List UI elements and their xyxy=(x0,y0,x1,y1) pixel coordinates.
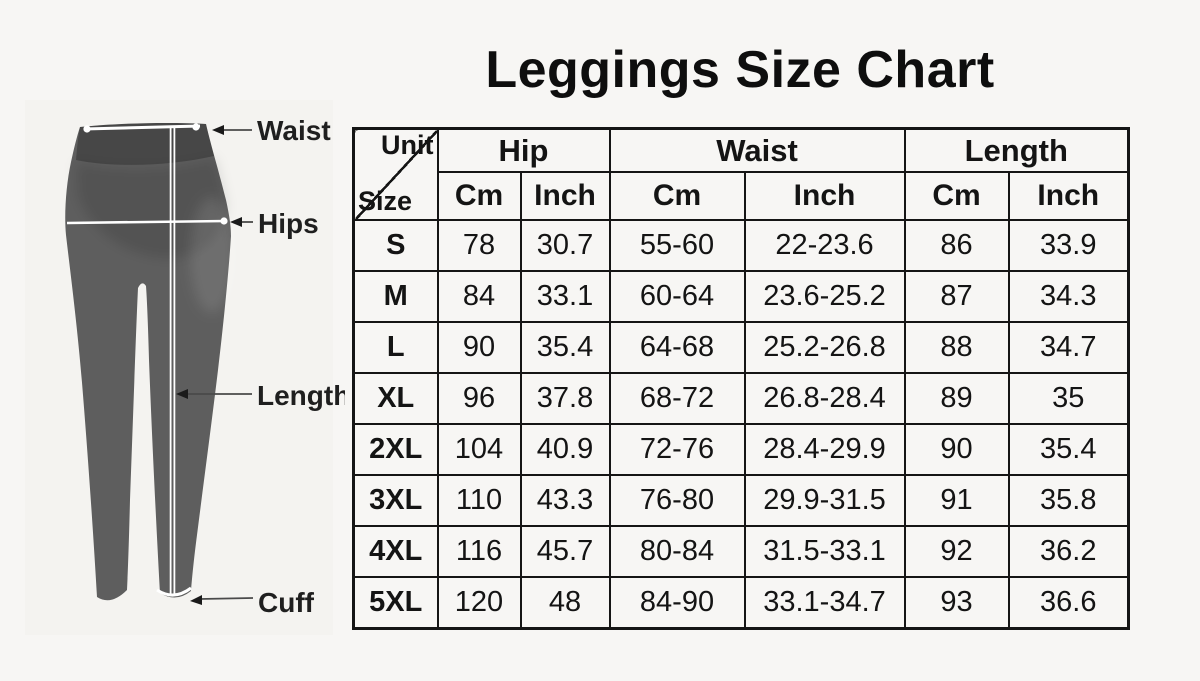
table-row: 3XL 110 43.3 76-80 29.9-31.5 91 35.8 xyxy=(352,474,1130,527)
value-cell: 25.2-26.8 xyxy=(743,321,906,374)
value-cell: 90 xyxy=(436,321,522,374)
cuff-arrow xyxy=(190,595,254,605)
table-row: 4XL 116 45.7 80-84 31.5-33.1 92 36.2 xyxy=(352,525,1130,578)
value-cell: 116 xyxy=(436,525,522,578)
col-group-hip: Hip xyxy=(436,127,611,173)
value-cell: 35.4 xyxy=(519,321,611,374)
size-cell: 3XL xyxy=(352,474,439,527)
col-group-waist: Waist xyxy=(608,127,906,173)
size-cell: XL xyxy=(352,372,439,425)
value-cell: 92 xyxy=(903,525,1010,578)
unit-header: Inch xyxy=(1007,171,1130,221)
waist-label: Waist xyxy=(257,115,331,146)
unit-header: Inch xyxy=(519,171,611,221)
value-cell: 34.7 xyxy=(1007,321,1130,374)
value-cell: 35.4 xyxy=(1007,423,1130,476)
corner-unit-label: Unit xyxy=(381,130,434,160)
value-cell: 37.8 xyxy=(519,372,611,425)
value-cell: 64-68 xyxy=(608,321,746,374)
hips-label: Hips xyxy=(258,208,319,239)
value-cell: 55-60 xyxy=(608,219,746,272)
value-cell: 30.7 xyxy=(519,219,611,272)
size-cell: M xyxy=(352,270,439,323)
length-label: Length xyxy=(257,380,345,411)
size-cell: 4XL xyxy=(352,525,439,578)
hips-arrow xyxy=(230,217,253,227)
value-cell: 93 xyxy=(903,576,1010,629)
value-cell: 76-80 xyxy=(608,474,746,527)
table-row: 5XL 120 48 84-90 33.1-34.7 93 36.6 xyxy=(352,576,1130,629)
table-row: XL 96 37.8 68-72 26.8-28.4 89 35 xyxy=(352,372,1130,425)
value-cell: 91 xyxy=(903,474,1010,527)
leggings-figure: Waist Hips Length Cuff xyxy=(25,100,345,635)
waist-arrow xyxy=(212,125,252,135)
unit-header: Cm xyxy=(436,171,522,221)
value-cell: 120 xyxy=(436,576,522,629)
value-cell: 29.9-31.5 xyxy=(743,474,906,527)
size-cell: 5XL xyxy=(352,576,439,629)
page-title: Leggings Size Chart xyxy=(485,41,995,99)
value-cell: 86 xyxy=(903,219,1010,272)
value-cell: 72-76 xyxy=(608,423,746,476)
corner-size-label: Size xyxy=(358,186,413,216)
value-cell: 96 xyxy=(436,372,522,425)
value-cell: 35 xyxy=(1007,372,1130,425)
table-header-groups: Unit Size Hip Waist Length xyxy=(352,127,1130,221)
value-cell: 110 xyxy=(436,474,522,527)
value-cell: 87 xyxy=(903,270,1010,323)
value-cell: 22-23.6 xyxy=(743,219,906,272)
cuff-measure-arc xyxy=(156,586,192,597)
value-cell: 34.3 xyxy=(1007,270,1130,323)
value-cell: 90 xyxy=(903,423,1010,476)
table-row: M 84 33.1 60-64 23.6-25.2 87 34.3 xyxy=(352,270,1130,323)
waist-measure-line xyxy=(83,123,201,133)
value-cell: 33.1-34.7 xyxy=(743,576,906,629)
value-cell: 36.2 xyxy=(1007,525,1130,578)
leggings-highlight xyxy=(190,197,234,313)
table-header-units: Cm Inch Cm Inch Cm Inch xyxy=(354,171,1130,221)
cuff-label: Cuff xyxy=(258,587,315,618)
value-cell: 89 xyxy=(903,372,1010,425)
value-cell: 78 xyxy=(436,219,522,272)
table-row: 2XL 104 40.9 72-76 28.4-29.9 90 35.4 xyxy=(352,423,1130,476)
unit-header: Inch xyxy=(743,171,906,221)
value-cell: 84-90 xyxy=(608,576,746,629)
value-cell: 43.3 xyxy=(519,474,611,527)
size-cell: S xyxy=(352,219,439,272)
length-arrow xyxy=(176,389,252,399)
leggings-shading xyxy=(76,158,226,258)
table-row: S 78 30.7 55-60 22-23.6 86 33.9 xyxy=(352,219,1130,272)
corner-cell: Unit Size xyxy=(352,127,439,221)
value-cell: 33.1 xyxy=(519,270,611,323)
length-measure-line xyxy=(169,127,176,596)
value-cell: 36.6 xyxy=(1007,576,1130,629)
value-cell: 35.8 xyxy=(1007,474,1130,527)
size-cell: L xyxy=(352,321,439,374)
table-row: L 90 35.4 64-68 25.2-26.8 88 34.7 xyxy=(352,321,1130,374)
value-cell: 40.9 xyxy=(519,423,611,476)
value-cell: 68-72 xyxy=(608,372,746,425)
hips-measure-line xyxy=(66,217,228,225)
leggings-waistband xyxy=(76,123,214,165)
value-cell: 48 xyxy=(519,576,611,629)
value-cell: 84 xyxy=(436,270,522,323)
size-cell: 2XL xyxy=(352,423,439,476)
value-cell: 45.7 xyxy=(519,525,611,578)
value-cell: 23.6-25.2 xyxy=(743,270,906,323)
value-cell: 26.8-28.4 xyxy=(743,372,906,425)
value-cell: 88 xyxy=(903,321,1010,374)
value-cell: 80-84 xyxy=(608,525,746,578)
value-cell: 28.4-29.9 xyxy=(743,423,906,476)
value-cell: 31.5-33.1 xyxy=(743,525,906,578)
value-cell: 104 xyxy=(436,423,522,476)
value-cell: 60-64 xyxy=(608,270,746,323)
col-group-length: Length xyxy=(903,127,1130,173)
unit-header: Cm xyxy=(903,171,1010,221)
value-cell: 33.9 xyxy=(1007,219,1130,272)
size-table: Unit Size Hip Waist Length Cm Inch Cm In… xyxy=(352,127,1130,630)
unit-header: Cm xyxy=(608,171,746,221)
